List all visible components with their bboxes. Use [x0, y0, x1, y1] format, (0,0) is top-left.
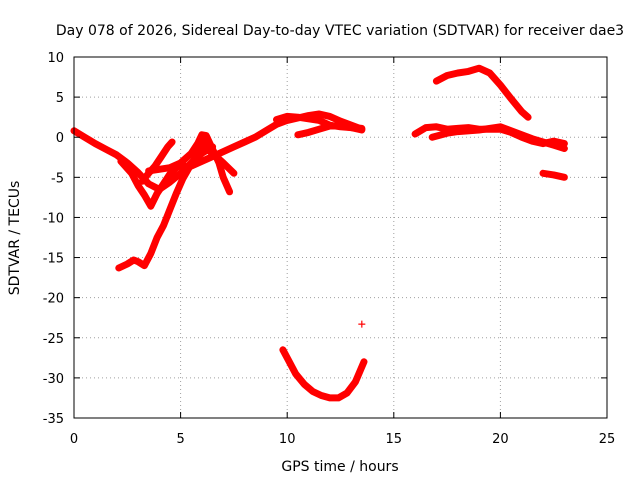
series-arc-rise-from-low: [115, 133, 217, 272]
axis-ticks: [73, 56, 608, 419]
x-tick-labels: 0 5 10 15 20 25: [70, 432, 615, 447]
y-tick-label: -20: [43, 292, 64, 307]
series-arc-afternoon-lower: [428, 123, 568, 152]
y-tick-label: 5: [56, 91, 64, 106]
y-tick-label: -10: [43, 211, 64, 226]
x-tick-label: 20: [492, 432, 509, 447]
x-tick-label: 5: [176, 432, 184, 447]
x-tick-label: 25: [599, 432, 616, 447]
x-axis-label: GPS time / hours: [281, 459, 398, 475]
y-tick-label: -25: [43, 332, 64, 347]
data-traces: [70, 64, 568, 402]
y-tick-label: -15: [43, 252, 64, 267]
series-arc-early-dip-b: [138, 138, 176, 185]
y-axis-label: SDTVAR / TECUs: [7, 181, 23, 296]
x-tick-label: 15: [386, 432, 403, 447]
y-tick-labels: -35 -30 -25 -20 -15 -10 -5 0 5 10: [43, 51, 64, 427]
y-tick-label: 10: [47, 51, 64, 66]
y-tick-label: -35: [43, 412, 64, 427]
chart-title: Day 078 of 2026, Sidereal Day-to-day VTE…: [56, 23, 624, 39]
y-tick-label: -30: [43, 372, 64, 387]
series-arc-peak-to-bump: [145, 131, 234, 196]
y-tick-label: -5: [51, 171, 64, 186]
x-tick-label: 0: [70, 432, 78, 447]
y-tick-label: 0: [56, 131, 64, 146]
series-arc-early-dip-a: [117, 157, 187, 210]
isolated-point-marker: [358, 320, 366, 328]
plot-frame: [73, 56, 608, 419]
series-arc-midday-lower: [294, 122, 366, 139]
series-arc-midday-rise: [187, 110, 366, 170]
data-markers: [358, 320, 366, 328]
series-arc-late-segment: [539, 169, 568, 181]
series-arc-deep-trough: [279, 346, 368, 402]
x-tick-label: 10: [279, 432, 296, 447]
series-arc-afternoon-high: [432, 64, 532, 121]
